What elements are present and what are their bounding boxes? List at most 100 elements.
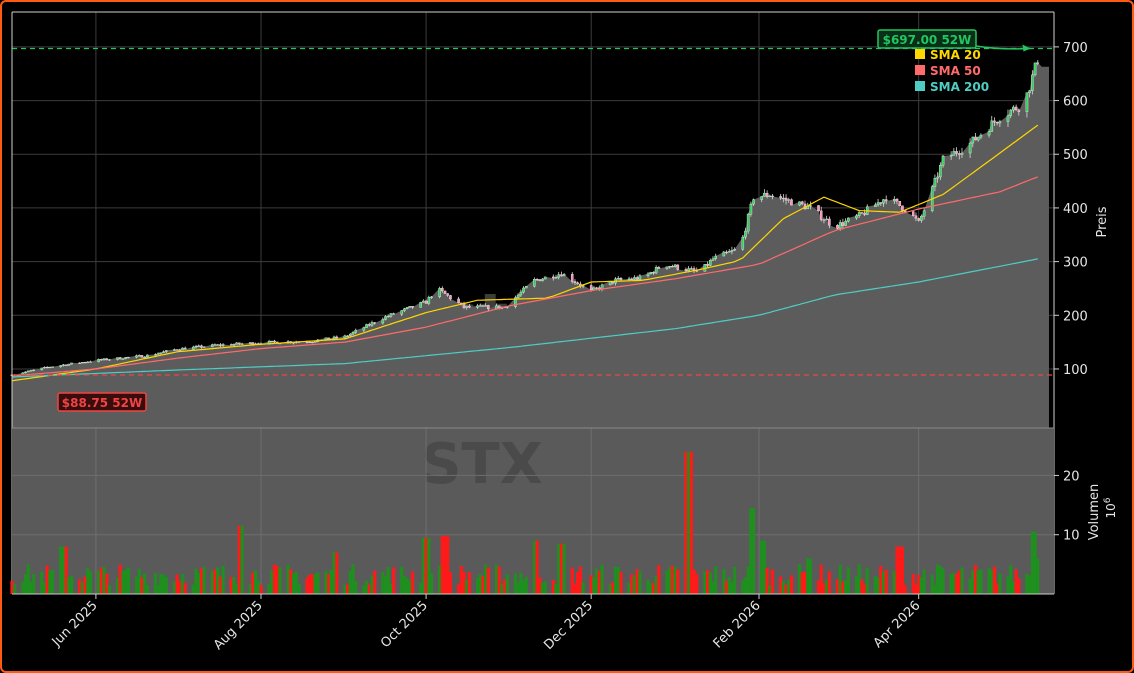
candle-body [879, 202, 883, 204]
candle [714, 253, 717, 261]
volume-bar [253, 570, 258, 594]
candle-body [219, 344, 222, 346]
volume-bar [183, 582, 187, 594]
date-tick-label: Apr 2026 [871, 598, 924, 651]
volume-bar [573, 583, 577, 594]
volume-bar [256, 580, 260, 594]
price-tick-label: 200 [1063, 309, 1088, 324]
candle-body [213, 344, 217, 346]
volume-bar [88, 571, 93, 594]
candle-body [543, 276, 547, 280]
candle-body [616, 278, 620, 280]
volume-bar [105, 573, 109, 594]
candle-body [164, 350, 168, 352]
candle [373, 322, 376, 325]
candle [760, 196, 763, 203]
volume-bar [229, 577, 233, 594]
volume-panel: STX 10 20 Volumen 106 [10, 427, 1118, 595]
candle [914, 212, 918, 222]
candle [690, 266, 693, 270]
volume-bar [819, 564, 823, 594]
candle [221, 343, 225, 347]
candle-body [817, 205, 820, 212]
volume-bar [789, 575, 794, 594]
candle [154, 353, 157, 356]
volume-bar [42, 582, 47, 594]
candle [100, 358, 103, 361]
candle [533, 277, 536, 288]
candle [882, 198, 885, 207]
candle-body [181, 347, 184, 351]
candle [817, 205, 820, 212]
candle-body [1025, 92, 1029, 112]
volume-bar [86, 568, 90, 594]
volume-bar [329, 569, 333, 594]
candle-body [102, 358, 106, 361]
price-tick-label: 400 [1063, 202, 1088, 217]
candle [857, 210, 861, 219]
volume-bar [797, 564, 802, 594]
candle [351, 331, 355, 336]
candle-body [162, 351, 165, 353]
volume-bar [48, 570, 52, 594]
candle-body [809, 205, 812, 207]
candle-body [573, 281, 577, 283]
volume-bar [440, 535, 444, 594]
volume-bar [364, 580, 369, 594]
volume-bar [559, 543, 564, 594]
candle-body [884, 199, 888, 202]
volume-bar [362, 584, 366, 594]
volume-bar [50, 569, 55, 594]
candle [809, 201, 812, 210]
volume-bar [879, 565, 883, 594]
candle [560, 271, 563, 277]
candle-body [45, 366, 49, 369]
candle-body [749, 203, 753, 215]
price-tick-label: 700 [1063, 41, 1088, 56]
candle-body [135, 355, 138, 358]
candle [62, 363, 65, 367]
legend: SMA 20 SMA 50 SMA 200 [915, 48, 989, 94]
candle-body [993, 120, 996, 123]
candle [422, 299, 425, 303]
candle [178, 348, 182, 352]
candle-body [441, 288, 444, 292]
candle-body [173, 349, 176, 351]
candle [365, 323, 368, 328]
candle-body [898, 201, 902, 207]
candle [86, 361, 90, 364]
candle-body [706, 264, 709, 266]
candle [202, 346, 206, 348]
volume-bar [562, 543, 566, 594]
candle [137, 354, 141, 357]
candle-body [825, 218, 828, 221]
volume-bar [687, 451, 691, 594]
candle [216, 343, 219, 346]
volume-bar [540, 582, 545, 594]
volume-bar [270, 570, 274, 594]
candle-body [538, 279, 542, 282]
volume-bar [768, 585, 772, 594]
candle-body [847, 217, 850, 222]
volume-bar [952, 572, 956, 594]
close-price-area [12, 62, 1049, 428]
volume-bar [194, 568, 198, 594]
volume-bar [703, 571, 707, 594]
legend-swatch [915, 65, 925, 75]
candle-body [67, 363, 71, 366]
moving-averages [11, 124, 1039, 382]
volume-bar [297, 583, 301, 594]
candle-body [560, 274, 563, 277]
candle-body [893, 199, 896, 202]
candle-body [240, 343, 244, 345]
candle-body [649, 272, 653, 275]
candle [543, 276, 547, 280]
ticker-watermark: STX [421, 432, 543, 497]
candle-body [354, 329, 358, 333]
candle [248, 341, 252, 345]
candle [45, 366, 49, 369]
candle-body [156, 353, 160, 355]
volume-bar [684, 451, 688, 594]
candle [83, 361, 87, 364]
